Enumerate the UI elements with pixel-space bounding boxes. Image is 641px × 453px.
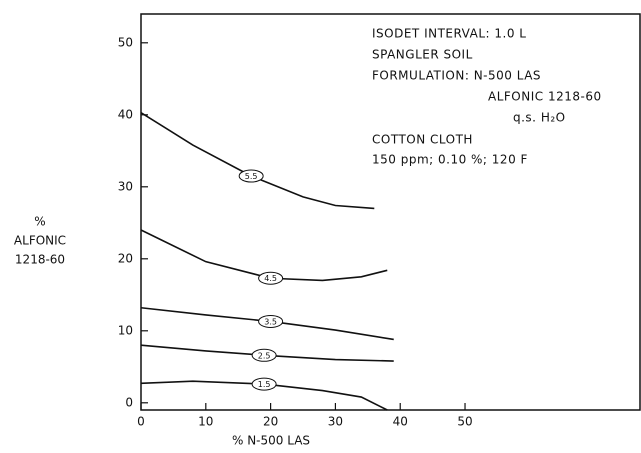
contour-line — [140, 380, 388, 411]
x-tick-label: 20 — [263, 415, 278, 429]
y-axis-label: ALFONIC — [14, 234, 66, 248]
annotation: ALFONIC 1218-60 — [488, 90, 602, 104]
y-tick-label: 30 — [118, 179, 133, 193]
contour-line — [140, 229, 388, 282]
x-tick-label: 50 — [457, 415, 472, 429]
contour-label: 4.5 — [264, 274, 277, 283]
y-tick-label: 20 — [118, 251, 133, 265]
y-tick-label: 0 — [125, 395, 133, 409]
annotation: 150 ppm; 0.10 %; 120 F — [372, 153, 528, 167]
contour-label: 2.5 — [258, 351, 271, 360]
y-tick-label: 40 — [118, 107, 133, 121]
annotation: q.s. H₂O — [513, 111, 566, 125]
x-tick-label: 0 — [137, 415, 145, 429]
x-tick-label: 10 — [198, 415, 213, 429]
x-tick-label: 40 — [393, 415, 408, 429]
y-tick-label: 50 — [118, 35, 133, 49]
contour-label-box — [251, 377, 277, 391]
contour-label: 1.5 — [258, 380, 271, 389]
annotation: COTTON CLOTH — [372, 133, 473, 147]
x-tick-label: 30 — [328, 415, 343, 429]
y-tick-label: 10 — [118, 323, 133, 337]
contour-label-box — [251, 348, 277, 362]
contour-label: 5.5 — [245, 172, 258, 181]
annotation: SPANGLER SOIL — [372, 48, 473, 62]
contour-label-box — [258, 271, 284, 285]
annotation: FORMULATION: N-500 LAS — [372, 69, 541, 83]
plot-frame — [140, 13, 641, 411]
y-axis-label: 1218-60 — [15, 253, 65, 267]
contour-label-box — [238, 169, 264, 183]
contour-line — [140, 111, 375, 210]
x-axis-label: % N-500 LAS — [232, 434, 310, 448]
contour-label: 3.5 — [264, 317, 277, 326]
contour-label-box — [258, 314, 284, 328]
annotation: ISODET INTERVAL: 1.0 L — [372, 27, 526, 41]
y-axis-label: % — [34, 215, 45, 229]
